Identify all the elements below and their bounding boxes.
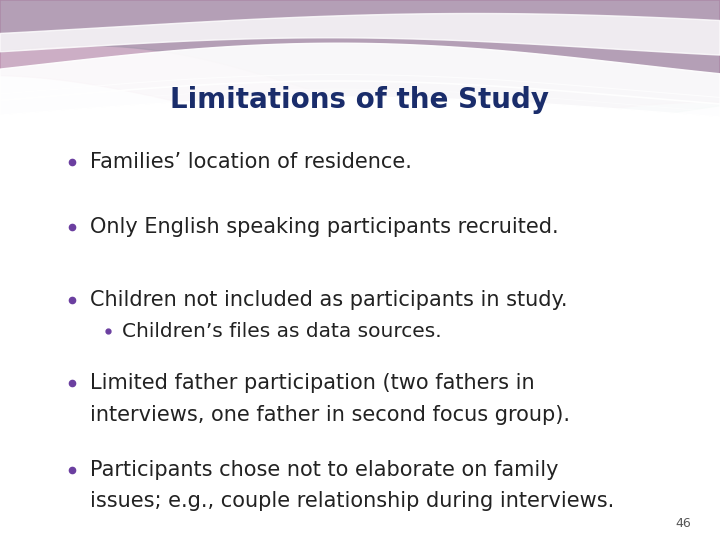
Bar (130, 270, 138, 540)
Bar (87, 270, 94, 540)
Bar (50, 270, 57, 540)
Bar (19, 270, 26, 540)
Bar (137, 270, 144, 540)
Bar (6, 270, 14, 540)
Bar (31, 270, 38, 540)
Text: Limitations of the Study: Limitations of the Study (171, 86, 549, 114)
Bar (56, 270, 63, 540)
Text: Participants chose not to elaborate on family: Participants chose not to elaborate on f… (90, 460, 559, 480)
Text: issues; e.g., couple relationship during interviews.: issues; e.g., couple relationship during… (90, 491, 614, 511)
Bar (149, 270, 156, 540)
Bar (37, 270, 45, 540)
Bar (62, 270, 69, 540)
Text: Children’s files as data sources.: Children’s files as data sources. (122, 321, 442, 341)
Bar (0, 270, 7, 540)
Bar (99, 270, 107, 540)
Bar (118, 270, 125, 540)
Text: Limited father participation (two fathers in: Limited father participation (two father… (90, 373, 535, 394)
Bar (106, 270, 113, 540)
Bar (174, 270, 181, 540)
Bar (112, 270, 119, 540)
Bar (24, 270, 32, 540)
Bar (161, 270, 168, 540)
Bar (156, 270, 163, 540)
Text: interviews, one father in second focus group).: interviews, one father in second focus g… (90, 404, 570, 425)
Bar (180, 270, 187, 540)
Text: Children not included as participants in study.: Children not included as participants in… (90, 289, 567, 310)
Bar (124, 270, 131, 540)
Bar (93, 270, 100, 540)
Bar (143, 270, 150, 540)
Text: Only English speaking participants recruited.: Only English speaking participants recru… (90, 217, 559, 237)
Bar (74, 270, 81, 540)
Bar (81, 270, 88, 540)
Bar (12, 270, 19, 540)
Bar (168, 270, 175, 540)
Bar (68, 270, 76, 540)
Bar (43, 270, 50, 540)
Text: Families’ location of residence.: Families’ location of residence. (90, 152, 412, 172)
Text: 46: 46 (675, 517, 691, 530)
